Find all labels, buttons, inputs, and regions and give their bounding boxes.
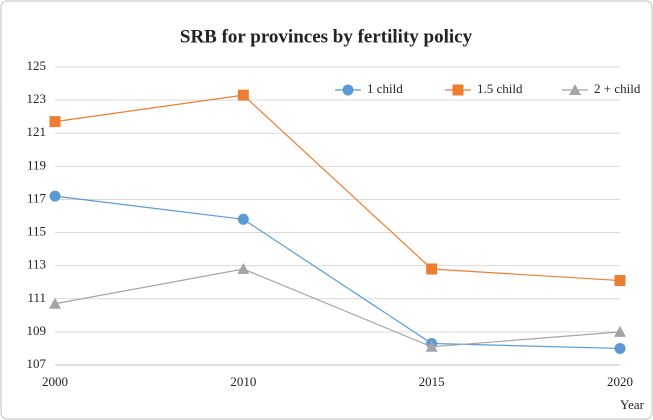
y-tick-label: 113: [27, 257, 46, 272]
y-tick-label: 125: [27, 58, 47, 73]
data-point: [49, 297, 61, 309]
data-point: [426, 263, 438, 275]
y-tick-label: 109: [27, 323, 47, 338]
series-line: [54, 195, 621, 350]
data-point: [425, 340, 438, 352]
x-axis-label: Year: [620, 397, 645, 412]
data-point: [237, 89, 249, 101]
data-point: [614, 325, 626, 337]
chart-title: SRB for provinces by fertility policy: [180, 26, 473, 47]
legend-marker: [452, 84, 464, 96]
legend-label: 1 child: [367, 81, 403, 96]
data-point: [237, 262, 250, 274]
data-point: [237, 213, 249, 225]
legend-marker: [569, 84, 581, 95]
y-tick-label: 123: [27, 91, 47, 106]
data-point: [614, 342, 626, 354]
data-point: [49, 116, 61, 128]
y-tick-label: 111: [27, 290, 46, 305]
data-point: [614, 275, 626, 287]
legend-marker: [342, 84, 354, 96]
y-tick-label: 107: [27, 356, 47, 371]
legend-label: 2 + child: [594, 81, 641, 96]
series-line: [54, 94, 621, 282]
legend-label: 1.5 child: [477, 81, 523, 96]
x-tick-label: 2015: [419, 374, 445, 389]
x-tick-label: 2010: [230, 374, 256, 389]
y-tick-label: 115: [27, 224, 46, 239]
x-tick-label: 2000: [42, 374, 68, 389]
y-tick-label: 121: [27, 124, 47, 139]
y-tick-label: 119: [27, 157, 46, 172]
data-point: [49, 190, 61, 202]
y-tick-label: 117: [27, 190, 47, 205]
x-tick-label: 2020: [607, 374, 633, 389]
series-line: [54, 268, 621, 348]
